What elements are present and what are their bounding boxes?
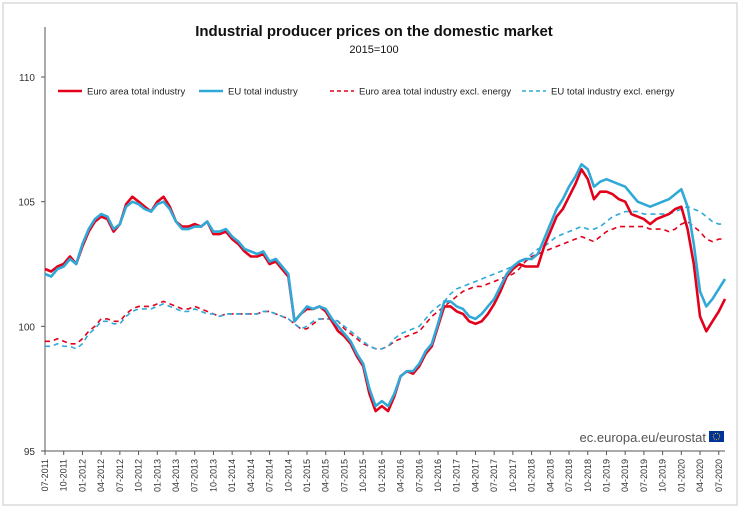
x-tick-label: 04-2013 [171,459,181,492]
x-tick-label: 07-2011 [40,459,50,491]
eu-flag-icon [709,431,724,442]
x-tick-label: 07-2012 [115,459,125,492]
x-tick-label: 01-2012 [77,459,87,492]
x-tick-label: 07-2015 [339,459,349,492]
x-tick-label: 10-2016 [433,459,443,492]
series-layer [44,163,727,413]
x-tick-label: 10-2015 [358,459,368,492]
x-tick-label: 10-2012 [134,459,144,492]
source-text: ec.europa.eu/eurostat [580,430,707,445]
chart-subtitle: 2015=100 [349,44,398,56]
series-line-4 [45,205,725,350]
x-tick-label: 01-2015 [302,459,312,492]
y-tick-label: 100 [18,322,35,333]
chart-title: Industrial producer prices on the domest… [195,23,553,40]
y-tick-label: 105 [18,198,35,209]
series-line-3 [45,220,725,350]
x-tick-label: 04-2015 [321,459,331,492]
x-tick-label: 07-2019 [639,459,649,492]
x-tick-label: 01-2017 [452,459,462,492]
x-tick-label: 07-2020 [714,459,724,492]
series-line-1 [44,168,727,413]
x-tick-label: 01-2016 [377,459,387,492]
legend-label: Euro area total industry excl. energy [359,87,511,98]
axes: 95 100 105 110 07-2011 10-2011 01-2012 04-2012 0… [18,27,725,492]
x-tick-label: 07-2013 [190,459,200,492]
x-tick-label: 07-2016 [414,459,424,492]
x-tick-label: 10-2018 [583,459,593,492]
y-tick-label: 110 [19,73,35,84]
x-tick-label: 04-2012 [96,459,106,492]
x-tick-label: 01-2018 [527,459,537,492]
x-tick-label: 04-2020 [695,459,705,492]
x-tick-label: 10-2013 [208,459,218,492]
legend: Euro area total industry EU total industr… [58,87,675,98]
x-tick-label: 01-2019 [601,459,611,492]
legend-label: Euro area total industry [87,87,185,98]
x-tick-label: 10-2017 [508,459,518,492]
x-tick-label: 10-2019 [658,459,668,492]
x-tick-label: 04-2019 [620,459,630,492]
x-tick-label: 10-2011 [59,459,69,491]
x-tick-label: 04-2018 [545,459,555,492]
x-tick-label: 04-2017 [470,459,480,492]
series-line-2 [44,163,727,408]
y-tick-label: 95 [24,447,36,458]
x-tick-label: 07-2018 [564,459,574,492]
x-tick-label: 01-2014 [227,459,237,492]
x-tick-label: 10-2014 [283,459,293,492]
x-tick-label: 01-2013 [152,459,162,492]
legend-label: EU total industry excl. energy [551,87,675,98]
legend-label: EU total industry [228,87,298,98]
source-credit: ec.europa.eu/eurostat [580,430,724,445]
x-tick-label: 04-2016 [396,459,406,492]
x-tick-label: 04-2014 [246,459,256,492]
x-tick-label: 07-2017 [489,459,499,492]
x-tick-label: 07-2014 [265,459,275,492]
x-tick-label: 01-2020 [676,459,686,492]
